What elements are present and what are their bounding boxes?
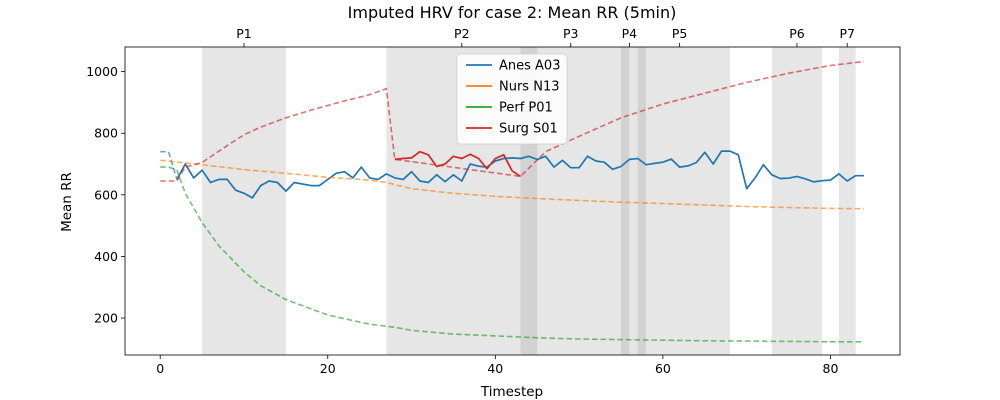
phase-label-p3: P3 xyxy=(563,26,579,41)
series-surg-s01-observed xyxy=(394,150,521,178)
y-tick-label: 600 xyxy=(94,187,118,202)
legend-label: Perf P01 xyxy=(499,101,553,116)
phase-band-p6 xyxy=(771,47,823,355)
legend-box xyxy=(456,53,568,145)
plot-frame xyxy=(124,46,901,356)
phase-label-p5: P5 xyxy=(672,26,688,41)
phase-label-p4: P4 xyxy=(622,26,638,41)
chart-title: Imputed HRV for case 2: Mean RR (5min) xyxy=(348,3,677,22)
y-axis-title: Mean RR xyxy=(59,172,75,232)
phase-label-p6: P6 xyxy=(789,26,805,41)
x-axis: 0 20 40 60 80 xyxy=(156,355,838,376)
phase-band-p5 xyxy=(637,47,647,355)
phase-label-p1: P1 xyxy=(236,26,252,41)
phase-band-p1 xyxy=(202,47,286,355)
series-surg-s01-imputed xyxy=(160,60,865,182)
series-lines xyxy=(160,60,865,343)
legend-label: Nurs N13 xyxy=(499,80,559,95)
x-tick-label: 80 xyxy=(823,361,839,376)
series-perf-p01-imputed xyxy=(160,166,864,343)
y-axis: 200 400 600 800 1000 xyxy=(86,64,125,326)
x-tick-label: 20 xyxy=(320,361,336,376)
x-tick-label: 60 xyxy=(655,361,671,376)
series-nurs-n13-imputed xyxy=(160,159,865,210)
y-tick-label: 200 xyxy=(94,311,118,326)
x-axis-title: Timestep xyxy=(480,384,543,400)
y-tick-label: 800 xyxy=(94,126,118,141)
phase-label-p7: P7 xyxy=(839,26,855,41)
y-tick-label: 1000 xyxy=(86,64,118,79)
phase-label-p2: P2 xyxy=(454,26,470,41)
phase-labels: P1 P2 P3 P4 P5 P6 P7 xyxy=(236,26,855,47)
legend-label: Surg S01 xyxy=(499,122,558,137)
legend-label: Anes A03 xyxy=(499,59,560,74)
phase-band-p7 xyxy=(838,47,856,355)
series-anes-a03-imputed xyxy=(160,150,178,180)
series-anes-a03-observed xyxy=(176,150,864,199)
y-tick-label: 400 xyxy=(94,249,118,264)
x-tick-label: 40 xyxy=(487,361,503,376)
phase-band-p4 xyxy=(621,47,630,355)
legend: Anes A03 Nurs N13 Perf P01 Surg S01 xyxy=(456,53,568,145)
x-tick-label: 0 xyxy=(156,361,164,376)
